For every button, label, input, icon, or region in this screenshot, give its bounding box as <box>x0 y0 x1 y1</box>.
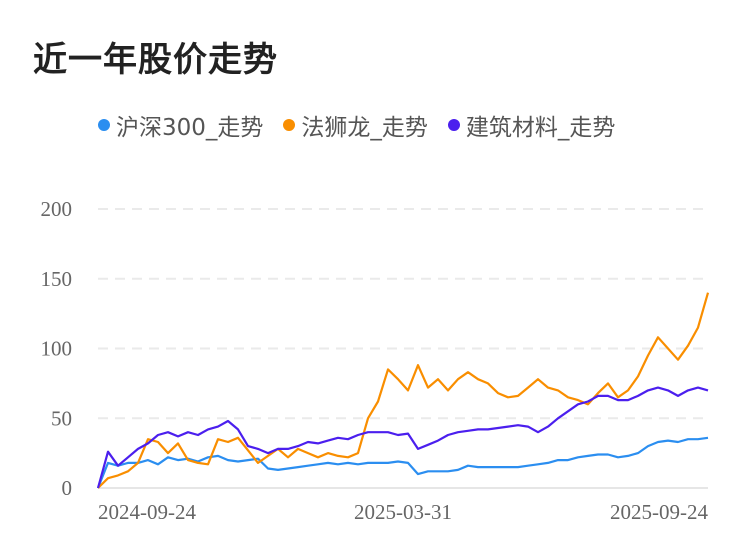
series-line-2 <box>97 292 710 489</box>
series-line-3 <box>96 386 709 489</box>
y-tick-label: 100 <box>41 337 73 361</box>
legend: 沪深300_走势 法狮龙_走势 建筑材料_走势 <box>98 108 615 142</box>
legend-item[interactable]: 建筑材料_走势 <box>447 108 616 142</box>
legend-dot-icon <box>283 119 296 131</box>
legend-dot-icon <box>447 119 460 131</box>
y-tick-label: 50 <box>51 406 72 430</box>
legend-label: 沪深300_走势 <box>116 115 264 141</box>
y-tick-label: 200 <box>41 197 73 221</box>
legend-item[interactable]: 法狮龙_走势 <box>283 108 428 142</box>
series-line-1 <box>96 436 709 489</box>
x-tick-label: 2025-03-31 <box>354 500 452 524</box>
legend-dot-icon <box>98 119 110 131</box>
legend-item[interactable]: 沪深300_走势 <box>98 108 263 142</box>
legend-label: 建筑材料_走势 <box>465 115 616 141</box>
chart-title: 近一年股价走势 <box>33 40 278 80</box>
x-tick-label: 2025-09-24 <box>610 500 708 524</box>
x-tick-label: 2024-09-24 <box>98 500 196 524</box>
y-tick-label: 0 <box>62 476 73 500</box>
y-tick-label: 150 <box>41 267 73 291</box>
legend-label: 法狮龙_走势 <box>301 115 428 141</box>
